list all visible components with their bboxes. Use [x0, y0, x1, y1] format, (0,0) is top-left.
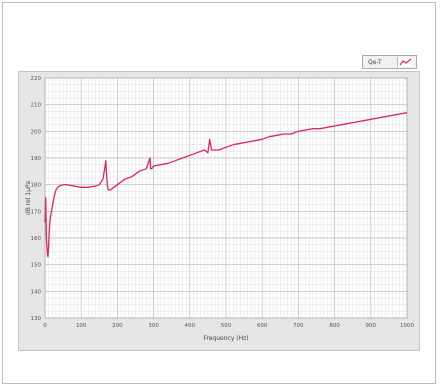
x-tick-label: 200: [112, 323, 123, 329]
y-tick-label: 150: [31, 263, 42, 269]
x-tick-label: 800: [329, 323, 340, 329]
x-tick-label: 500: [221, 323, 232, 329]
legend-label: Qe-T: [368, 58, 382, 66]
line-series-icon[interactable]: [397, 57, 413, 67]
x-tick-label: 700: [293, 323, 304, 329]
x-tick-label: 900: [366, 323, 377, 329]
x-axis-label: Frequency (Hz): [203, 335, 248, 342]
x-tick-label: 0: [43, 323, 47, 329]
plot-legend[interactable]: Qe-T: [362, 55, 417, 69]
y-axis-label: dB rel 1µPa: [25, 181, 32, 215]
x-tick-label: 1000: [400, 323, 414, 329]
tick-labels: 0 100 200 300 400 500 600 700 800 900 1000 130 140 15…: [31, 76, 415, 329]
y-tick-label: 200: [31, 129, 42, 135]
y-tick-label: 170: [31, 209, 42, 215]
x-tick-label: 600: [257, 323, 268, 329]
x-tick-label: 100: [76, 323, 87, 329]
y-tick-label: 220: [31, 76, 42, 82]
y-tick-label: 190: [31, 156, 42, 162]
y-tick-label: 210: [31, 103, 42, 109]
x-tick-label: 400: [185, 323, 196, 329]
series-line: [44, 112, 408, 258]
grid-lines: [44, 77, 408, 319]
y-tick-label: 180: [31, 183, 42, 189]
y-tick-label: 130: [31, 316, 42, 322]
y-tick-label: 140: [31, 289, 42, 295]
x-tick-label: 300: [148, 323, 159, 329]
y-tick-label: 160: [31, 236, 42, 242]
